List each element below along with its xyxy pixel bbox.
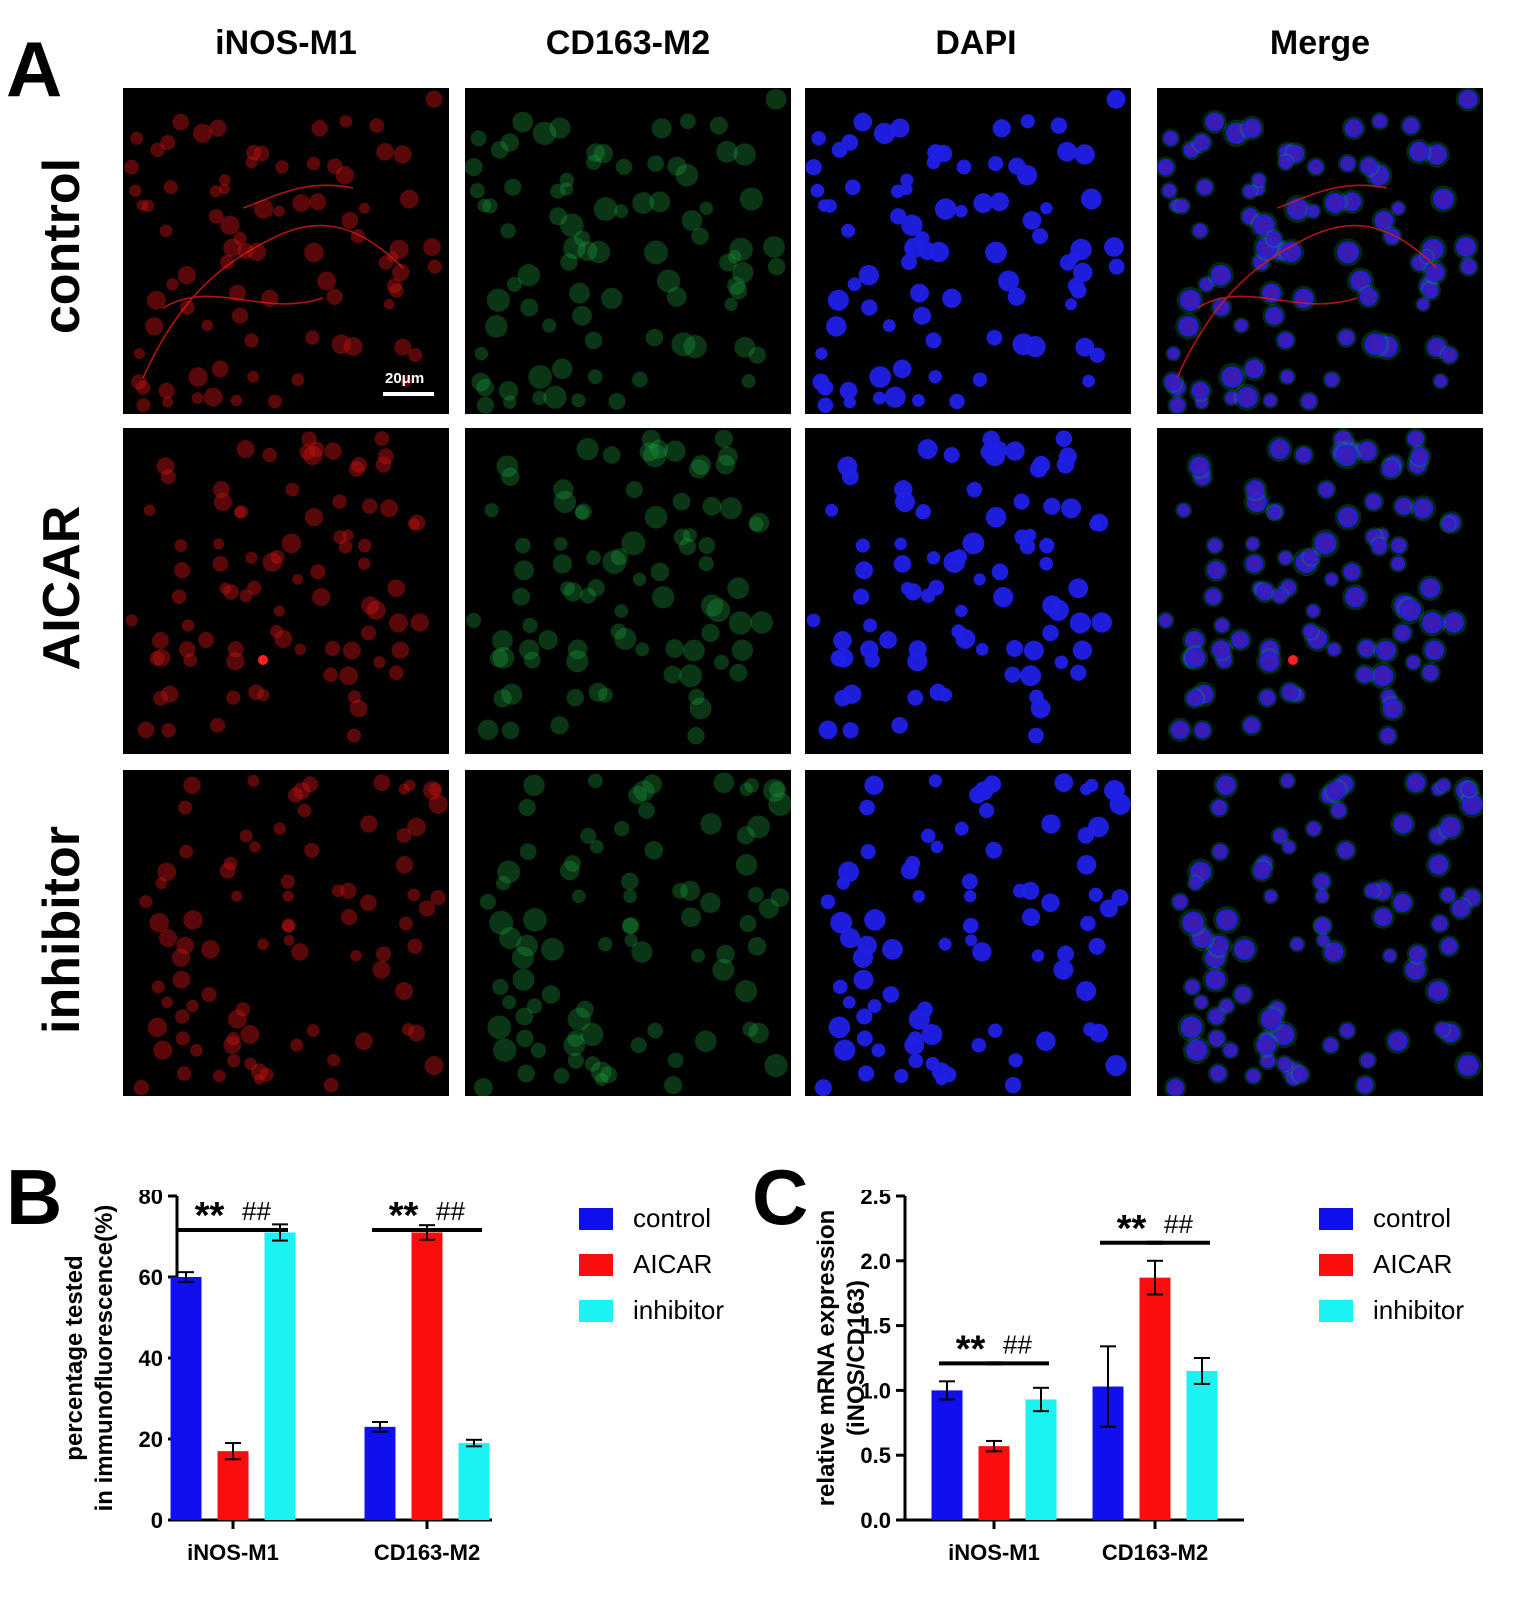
- significance-marker: ##: [1003, 1329, 1032, 1359]
- y-axis-label-line: percentage tested: [61, 1255, 88, 1460]
- significance-marker: ##: [1164, 1209, 1193, 1239]
- row-label-aicar: AICAR: [33, 505, 91, 671]
- legend-swatch-inhibitor: [579, 1300, 613, 1322]
- bar-inhibitor-iNOS-M1: [264, 1232, 296, 1520]
- micrograph-inhibitor-Merge: [1157, 770, 1483, 1096]
- y-tick-label: 0.0: [860, 1508, 891, 1533]
- y-tick-label: 60: [139, 1265, 163, 1290]
- significance-marker: ##: [242, 1196, 271, 1226]
- significance-marker: **: [389, 1195, 419, 1237]
- column-title-cd163: CD163-M2: [545, 24, 711, 62]
- legend-label-control: control: [1373, 1203, 1451, 1233]
- y-tick-label: 1.5: [860, 1314, 891, 1339]
- panel-a-label: A: [6, 25, 63, 113]
- panel-b-label: B: [6, 1153, 63, 1241]
- y-tick-label: 2.5: [860, 1190, 891, 1209]
- bar-control-CD163-M2: [364, 1426, 396, 1520]
- legend-swatch-inhibitor: [1319, 1300, 1353, 1322]
- bar-inhibitor-iNOS-M1: [1025, 1399, 1057, 1520]
- legend-swatch-AICAR: [579, 1254, 613, 1276]
- column-title-inos: iNOS-M1: [215, 24, 357, 62]
- scale-bar-label: 20μm: [385, 370, 425, 387]
- y-tick-label: 80: [139, 1190, 163, 1209]
- y-tick-label: 0: [151, 1508, 163, 1533]
- micrograph-control-Merge: [1157, 88, 1483, 414]
- bar-AICAR-iNOS-M1: [978, 1446, 1010, 1520]
- legend-swatch-control: [579, 1208, 613, 1230]
- micrograph-AICAR-CD163-M2: [465, 428, 791, 754]
- row-label-control: control: [33, 157, 91, 335]
- bar-control-iNOS-M1: [931, 1390, 963, 1520]
- legend-label-control: control: [633, 1203, 711, 1233]
- y-tick-label: 1.0: [860, 1378, 891, 1403]
- significance-marker: **: [956, 1328, 986, 1370]
- x-tick-label: CD163-M2: [1102, 1540, 1208, 1565]
- micrograph-control-CD163-M2: [465, 88, 791, 414]
- significance-marker: ##: [436, 1196, 465, 1226]
- legend-swatch-AICAR: [1319, 1254, 1353, 1276]
- bar-AICAR-CD163-M2: [411, 1232, 443, 1520]
- legend-label-inhibitor: inhibitor: [633, 1295, 724, 1325]
- y-tick-label: 40: [139, 1346, 163, 1371]
- legend-label-inhibitor: inhibitor: [1373, 1295, 1464, 1325]
- x-tick-label: iNOS-M1: [948, 1540, 1040, 1565]
- y-tick-label: 2.0: [860, 1249, 891, 1274]
- y-tick-label: 0.5: [860, 1443, 891, 1468]
- bar-AICAR-iNOS-M1: [217, 1451, 249, 1520]
- panel-c-label: C: [752, 1153, 809, 1241]
- y-axis-label-line: (iNOS/CD163): [843, 1280, 870, 1436]
- bar-inhibitor-CD163-M2: [458, 1443, 490, 1520]
- y-axis-label-line: relative mRNA expression: [813, 1210, 840, 1507]
- column-title-merge: Merge: [1269, 24, 1371, 62]
- x-tick-label: iNOS-M1: [187, 1540, 279, 1565]
- scale-bar: [383, 392, 434, 396]
- y-tick-label: 20: [139, 1427, 163, 1452]
- significance-marker: **: [195, 1195, 225, 1237]
- chart-b: 0 20 40 60 80 percentage tested in immunofluor…: [61, 1190, 724, 1565]
- micrograph-AICAR-Merge: [1157, 428, 1483, 754]
- significance-marker: **: [1117, 1208, 1147, 1250]
- legend-swatch-control: [1319, 1208, 1353, 1230]
- chart-c: 0.0 0.5 1.0 1.5 2.0 2.5 relative mRNA expressi…: [813, 1190, 1464, 1565]
- micrograph-inhibitor-CD163-M2: [465, 770, 791, 1096]
- micrograph-control-iNOS-M1: [123, 88, 449, 414]
- micrograph-AICAR-DAPI: [805, 428, 1131, 754]
- legend-label-AICAR: AICAR: [1373, 1249, 1452, 1279]
- legend-label-AICAR: AICAR: [633, 1249, 712, 1279]
- micrograph-AICAR-iNOS-M1: [123, 428, 449, 754]
- bar-inhibitor-CD163-M2: [1186, 1370, 1218, 1520]
- bar-control-iNOS-M1: [170, 1277, 202, 1520]
- micrograph-inhibitor-DAPI: [805, 770, 1131, 1096]
- x-tick-label: CD163-M2: [374, 1540, 480, 1565]
- y-axis-label-line: in immunofluorescence(%): [91, 1205, 118, 1512]
- row-label-inhibitor: inhibitor: [33, 826, 91, 1034]
- bar-AICAR-CD163-M2: [1139, 1277, 1171, 1520]
- micrograph-control-DAPI: [805, 88, 1131, 414]
- column-title-dapi: DAPI: [935, 24, 1017, 62]
- micrograph-inhibitor-iNOS-M1: [123, 770, 449, 1096]
